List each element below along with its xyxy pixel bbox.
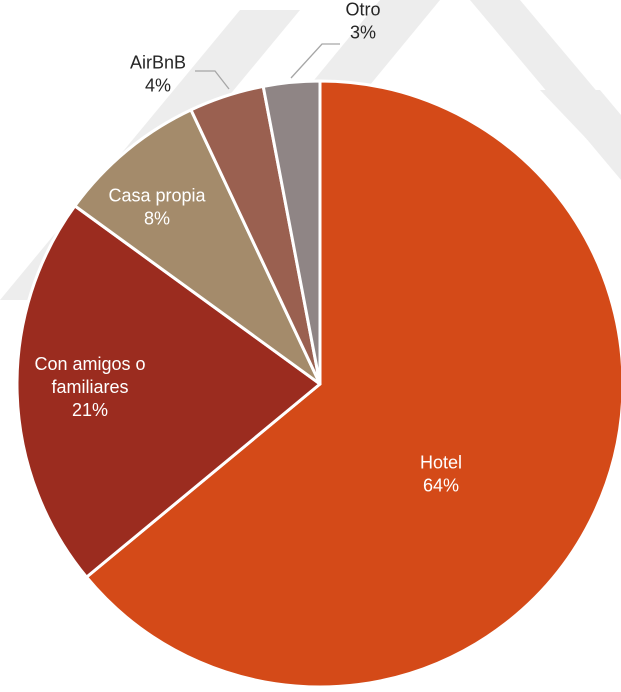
data-label-value: 3% xyxy=(350,22,376,42)
data-label: Con amigos o familiares 21% xyxy=(34,354,145,420)
leader-line xyxy=(290,43,340,79)
pie-slice-con-amigos-o-familiares xyxy=(15,204,322,579)
data-label-category: Otro xyxy=(345,0,380,19)
data-label: Hotel 64% xyxy=(420,452,462,495)
leader-line xyxy=(195,70,230,90)
background-stripe xyxy=(540,90,621,175)
data-label: Otro 3% xyxy=(345,0,380,42)
leader-lines xyxy=(195,43,340,90)
data-label-category: AirBnB xyxy=(130,52,186,72)
data-label-category: familiares xyxy=(51,377,128,397)
data-label: AirBnB 4% xyxy=(130,52,186,95)
data-label-value: 4% xyxy=(145,75,171,95)
data-labels: Hotel 64% Con amigos o familiares 21% Casa pr… xyxy=(34,0,462,495)
data-label-category: Casa propia xyxy=(108,185,206,205)
pie-slice-casa-propia xyxy=(73,108,322,386)
data-label-value: 64% xyxy=(423,475,459,495)
data-label-value: 21% xyxy=(72,400,108,420)
pie-slice-otro xyxy=(261,79,322,386)
data-label-category: Hotel xyxy=(420,452,462,472)
pie-slices xyxy=(15,79,621,689)
pie-slice-hotel xyxy=(85,79,621,689)
data-label: Casa propia 8% xyxy=(108,185,206,228)
data-label-category: Con amigos o xyxy=(34,354,145,374)
data-label-value: 8% xyxy=(144,208,170,228)
